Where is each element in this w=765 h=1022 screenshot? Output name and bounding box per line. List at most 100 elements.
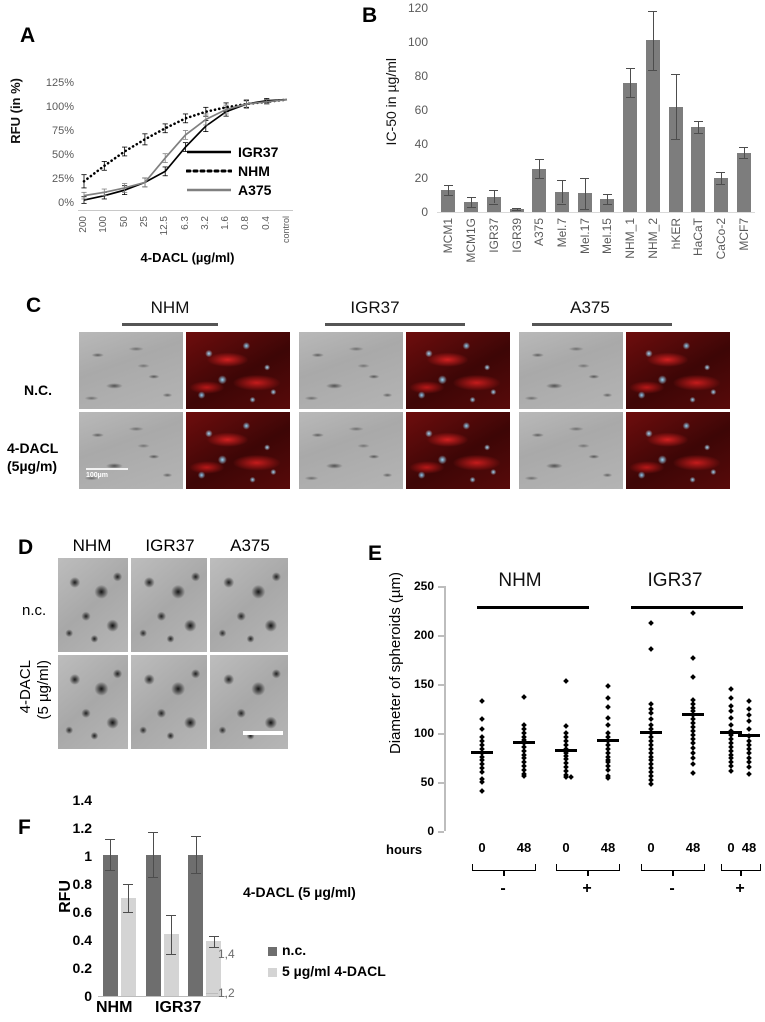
- panel-b-yticks: 120 100 80 60 40 20 0: [398, 0, 432, 219]
- panel-b-errorbar: [743, 146, 745, 159]
- panel-e-bracket-stem: [740, 871, 742, 876]
- panel-e-ytick-mark: [438, 684, 444, 686]
- panel-d-image-igr37-dacl: [131, 655, 207, 749]
- panel-e-median-line: [471, 751, 493, 755]
- panel-e-hours-tick-6: 0: [727, 840, 735, 855]
- panel-c-image-a375-dacl-phase: [519, 412, 623, 489]
- panel-b-errorbar: [652, 10, 654, 71]
- panel-c-scalebar: [86, 468, 128, 470]
- panel-c-group-title-nhm: NHM: [150, 298, 190, 317]
- panel-b-xtick-5: Mel.7: [554, 218, 569, 248]
- panel-f-bar: [102, 854, 118, 996]
- panel-b-errorbar-cap: [557, 179, 567, 181]
- panel-d-image-igr37-nc: [131, 558, 207, 652]
- panel-a-letter: A: [20, 24, 36, 47]
- panel-a-xtick-9: 0.4: [260, 216, 272, 230]
- panel-e-dot: [746, 764, 752, 771]
- panel-f-errorbar-cap: [123, 884, 134, 885]
- panel-b-ytick-1: 100: [407, 35, 428, 49]
- panel-b-ytick-2: 80: [414, 69, 428, 83]
- panel-b-xtick-3: IGR39: [509, 218, 524, 253]
- panel-c-image-a375-nc-phase: [519, 332, 623, 409]
- panel-e-dot: [728, 686, 734, 692]
- panel-a-xlabel: 4-DACL (µg/ml): [140, 250, 235, 265]
- panel-e-hours-tick-3: 48: [600, 840, 616, 855]
- panel-c-group-rule-a375: [532, 323, 672, 326]
- panel-b-xtick-11: HaCaT: [691, 218, 706, 257]
- panel-c-image-nhm-nc-phase: [79, 332, 183, 409]
- panel-d-col-label-igr37: IGR37: [145, 536, 195, 555]
- panel-c-image-nhm-dacl-fluor: [186, 412, 290, 489]
- panel-e-hours-tick-7: 48: [741, 840, 757, 855]
- panel-c-scalebar-label: 100µm: [86, 472, 108, 479]
- panel-c-row-label-dacl-line2: (5µg/m): [7, 458, 58, 474]
- panel-e-letter: E: [368, 542, 383, 565]
- panel-e-dot: [728, 722, 734, 728]
- panel-e-ytick-mark: [438, 586, 444, 588]
- panel-e-dot: [728, 708, 734, 715]
- panel-b-bar: [645, 40, 660, 212]
- panel-b-errorbar-cap: [443, 195, 453, 196]
- panel-d-image-nhm-nc: [58, 558, 128, 652]
- panel-b-errorbar-cap: [580, 208, 590, 210]
- panel-c-group-rule-igr37: [325, 323, 465, 326]
- panel-e-ytick-mark: [438, 782, 444, 784]
- panel-b-xtick-1: MCM1G: [464, 218, 479, 263]
- panel-e-dot: [728, 694, 734, 701]
- panel-c-image-igr37-dacl-phase: [299, 412, 403, 489]
- panel-b-bar: [623, 82, 638, 212]
- panel-a-legend-label-igr37: IGR37: [238, 144, 279, 160]
- panel-c-image-a375-dacl-fluor: [626, 412, 730, 489]
- panel-e-dot: [746, 771, 752, 777]
- panel-b-xtick-8: NHM_1: [623, 218, 638, 259]
- panel-e-yticks: [402, 0, 436, 1]
- panel-b-errorbar: [448, 184, 450, 195]
- panel-d-col-label-a375: A375: [230, 536, 270, 555]
- panel-e-dot: [690, 770, 696, 777]
- panel-b-xtick-10: hKER: [668, 218, 683, 250]
- panel-f-ytick-4: 0.6: [72, 904, 92, 920]
- panel-a-xtick-4: 12.5: [159, 216, 171, 236]
- panel-f-errorbar-cap: [208, 935, 219, 937]
- panel-e-dot: [648, 781, 654, 787]
- panel-e-bracket-stem: [503, 871, 505, 876]
- panel-e-dot: [728, 768, 734, 775]
- panel-b-errorbar-cap: [602, 204, 612, 206]
- panel-b-errorbar: [561, 179, 563, 204]
- panel-f-legend-label-nc: n.c.: [282, 942, 307, 958]
- panel-e-median-line: [640, 730, 662, 734]
- panel-f-legend-item-nc: n.c.: [268, 942, 306, 958]
- panel-b-bar: [691, 127, 706, 212]
- panel-b-errorbar: [630, 68, 632, 98]
- panel-f-legend-swatch-nc: [268, 946, 277, 956]
- panel-f-ytick-2: 1: [84, 848, 92, 864]
- panel-b-errorbar-cap: [489, 189, 499, 191]
- panel-b-bar: [713, 178, 728, 212]
- panel-b-errorbar-cap: [625, 68, 635, 70]
- panel-e-dot: [479, 779, 485, 785]
- panel-b-errorbar: [698, 121, 700, 133]
- panel-b-errorbar: [516, 208, 518, 211]
- panel-f-errorbar-cap: [148, 877, 158, 878]
- panel-d-row-label-nc: n.c.: [22, 602, 47, 619]
- panel-e-dot: [746, 718, 752, 725]
- panel-c-letter: C: [26, 294, 42, 317]
- panel-b-errorbar: [675, 74, 677, 139]
- panel-e-plot: [446, 586, 760, 831]
- panel-b-ytick-6: 0: [421, 205, 428, 219]
- panel-e-group-rule-nhm: [477, 606, 589, 609]
- panel-d-col-label-nhm: NHM: [72, 536, 112, 555]
- panel-b-errorbar-cap: [648, 10, 658, 12]
- panel-c-image-nhm-dacl-phase: [79, 412, 183, 489]
- panel-b-bar: [736, 152, 751, 212]
- panel-e-ytick-mark: [438, 635, 444, 637]
- panel-e-dot: [479, 697, 485, 704]
- panel-b-errorbar-cap: [716, 183, 726, 185]
- panel-f-legend-swatch-dacl: [268, 967, 277, 977]
- panel-e-dot: [605, 703, 611, 710]
- panel-f-errorbar: [110, 839, 112, 870]
- panel-b-bar: [532, 168, 547, 212]
- panel-b-xtick-2: IGR37: [486, 218, 501, 253]
- panel-e-hours-tick-2: 0: [562, 840, 570, 855]
- panel-b-errorbar-cap: [580, 178, 590, 179]
